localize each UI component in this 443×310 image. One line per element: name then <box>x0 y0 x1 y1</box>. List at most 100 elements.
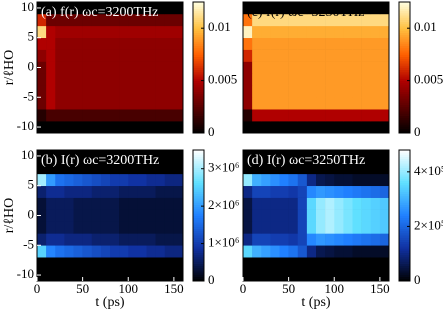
heatmap-cell <box>128 109 138 122</box>
heatmap-cell <box>110 173 120 187</box>
heatmap-cell <box>261 2 271 15</box>
colorbar-step <box>399 156 410 160</box>
colorbar-step <box>193 226 204 229</box>
y-tick-label: 0 <box>28 206 35 221</box>
heatmap-cell <box>243 269 253 282</box>
heatmap-cell <box>100 37 111 50</box>
colorbar-step <box>399 226 410 229</box>
heatmap-cell <box>297 121 308 134</box>
heatmap-cell <box>343 197 353 210</box>
heatmap-cell <box>82 61 93 74</box>
heatmap-cell <box>55 209 65 222</box>
colorbar-step <box>399 171 410 175</box>
heatmap-cell <box>155 73 166 86</box>
colorbar-step <box>399 23 410 27</box>
heatmap-cell <box>279 85 289 98</box>
heatmap-cell <box>288 173 299 187</box>
heatmap-cell <box>91 197 102 210</box>
heatmap-cell <box>270 221 280 234</box>
colorbar-step <box>399 108 410 112</box>
heatmap-cell <box>297 97 308 110</box>
heatmap-cell <box>297 13 308 27</box>
heatmap-cell <box>279 185 289 198</box>
heatmap-cell <box>155 49 166 62</box>
colorbar-step <box>399 250 410 254</box>
colorbar-step <box>193 171 204 175</box>
heatmap-cell <box>252 150 262 163</box>
heatmap-cell <box>243 245 253 258</box>
colorbar-step <box>399 43 410 47</box>
heatmap-cell <box>343 161 353 175</box>
heatmap-cell <box>297 2 308 15</box>
colorbar-step <box>193 34 204 38</box>
colorbar-step <box>193 158 204 162</box>
heatmap-cell <box>119 109 129 122</box>
heatmap-cell <box>128 185 138 198</box>
heatmap-cell <box>137 49 147 62</box>
heatmap-cell <box>334 221 344 234</box>
heatmap-cell <box>270 109 280 122</box>
heatmap-cell <box>288 97 299 110</box>
heatmap-cell <box>279 37 289 50</box>
heatmap-cell <box>370 245 381 258</box>
colorbar-step <box>193 76 204 79</box>
heatmap-cell <box>297 209 308 222</box>
heatmap-cell <box>352 61 362 74</box>
heatmap-cell <box>252 85 262 98</box>
heatmap-cell <box>361 109 372 122</box>
colorbar-step <box>193 56 204 60</box>
heatmap-cell <box>73 233 83 246</box>
heatmap-cell <box>361 233 372 246</box>
heatmap-cell <box>37 73 47 86</box>
heatmap-cell <box>100 25 111 39</box>
heatmap-cell <box>137 2 147 15</box>
heatmap-cell <box>243 61 253 74</box>
colorbar-frame <box>398 149 411 282</box>
colorbar-step <box>399 119 410 123</box>
colorbar-step <box>399 254 410 258</box>
colorbar-step <box>193 113 204 116</box>
heatmap-cell <box>173 245 184 258</box>
heatmap-cell <box>146 161 156 175</box>
heatmap-cell <box>370 73 381 86</box>
heatmap-cell <box>343 49 353 62</box>
colorbar-step <box>399 45 410 49</box>
heatmap-cell <box>73 121 83 134</box>
heatmap-cell <box>46 25 56 39</box>
heatmap-cell <box>46 61 56 74</box>
heatmap-cell <box>173 85 184 98</box>
heatmap-cell <box>379 2 390 15</box>
heatmap-cell <box>334 109 344 122</box>
heatmap-cell <box>137 185 147 198</box>
heatmap-cell <box>343 109 353 122</box>
heatmap-cell <box>252 73 262 86</box>
heatmap-cell <box>361 245 372 258</box>
heatmap-cell <box>164 25 175 39</box>
heatmap-cell <box>73 269 83 282</box>
heatmap-cell <box>46 97 56 110</box>
heatmap-cell <box>155 85 166 98</box>
heatmap-cell <box>55 161 65 175</box>
heatmap-cell <box>288 49 299 62</box>
heatmap-cell <box>352 257 362 270</box>
colorbar-step <box>193 198 204 201</box>
colorbar-step <box>193 65 204 68</box>
colorbar-step <box>399 265 410 269</box>
colorbar-step <box>193 87 204 90</box>
heatmap-cell <box>146 25 156 39</box>
heatmap-cell <box>55 97 65 110</box>
colorbar-step <box>399 180 410 184</box>
heatmap-cell <box>155 61 166 74</box>
heatmap-cell <box>110 269 120 282</box>
heatmap-cell <box>352 25 362 39</box>
x-tick-label: 0 <box>240 281 247 296</box>
heatmap-cell <box>297 257 308 270</box>
heatmap-cell <box>334 197 344 210</box>
heatmap-cell <box>279 25 289 39</box>
heatmap-cell <box>64 173 74 187</box>
heatmap-cell <box>164 173 175 187</box>
heatmap-cell <box>128 173 138 187</box>
heatmap-cell <box>46 269 56 282</box>
heatmap-cell <box>279 209 289 222</box>
